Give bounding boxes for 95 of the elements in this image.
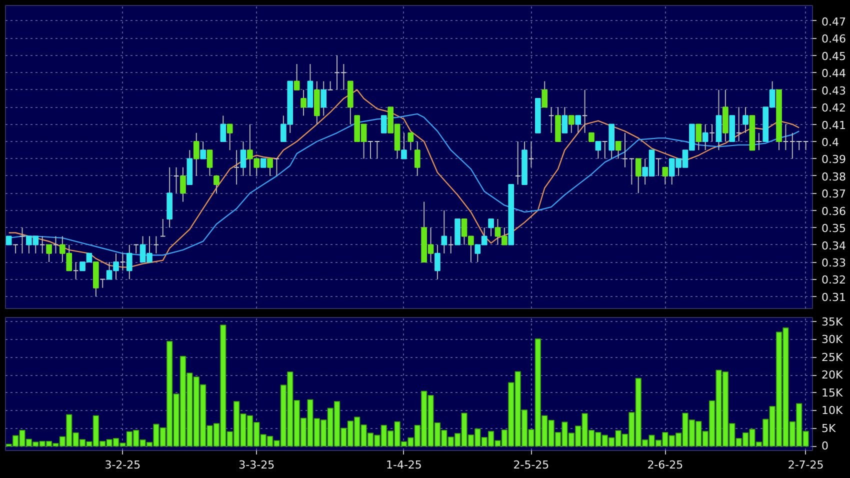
y-tick-label: 0 [822, 440, 828, 453]
y-tick-label: 30K [822, 333, 844, 346]
candlestick [615, 141, 622, 160]
y-tick-label: 0.45 [822, 50, 846, 63]
x-tick-label: 2-5-25 [513, 458, 550, 472]
candlestick [180, 166, 186, 202]
candlestick [294, 64, 300, 90]
candlestick [39, 236, 46, 254]
y-tick-label: 0.32 [822, 274, 846, 287]
x-tick-label: 1-4-25 [386, 458, 422, 472]
candlestick [656, 158, 662, 176]
candlestick [709, 124, 715, 142]
candlestick [514, 141, 521, 186]
candlestick [595, 141, 602, 160]
candlestick [742, 106, 748, 134]
candlestick [408, 132, 414, 151]
candlestick [133, 244, 140, 254]
candlestick [802, 141, 809, 151]
candlestick [441, 210, 448, 254]
candlestick [568, 115, 574, 134]
y-tick-label: 0.41 [822, 118, 846, 132]
y-tick-label: 0.36 [822, 204, 846, 218]
candlestick [100, 278, 106, 288]
candlestick [374, 141, 380, 160]
candlestick [193, 132, 200, 176]
candlestick [160, 218, 166, 237]
x-tick-label: 2-6-25 [647, 458, 684, 472]
candlestick [46, 244, 52, 263]
candlestick [153, 236, 160, 254]
x-tick-label: 3-3-25 [238, 458, 275, 472]
y-tick-label: 0.35 [822, 222, 846, 236]
candlestick [602, 141, 608, 160]
candlestick [542, 80, 548, 108]
candlestick [327, 80, 334, 90]
candlestick [12, 244, 18, 254]
candlestick [582, 89, 588, 134]
y-tick-label: 0.31 [822, 290, 846, 304]
candlestick [320, 80, 327, 116]
candlestick [562, 106, 568, 134]
candlestick [434, 244, 440, 280]
candlestick [380, 115, 387, 134]
candlestick [126, 244, 132, 280]
candlestick [736, 106, 742, 142]
candlestick [19, 227, 26, 254]
candlestick [173, 166, 180, 194]
y-tick-label: 0.47 [822, 15, 846, 28]
candlestick [662, 166, 668, 186]
y-tick-label: 5K [822, 422, 836, 435]
candlestick [548, 106, 554, 134]
candlestick [756, 132, 762, 151]
candlestick [448, 236, 454, 254]
candlestick [635, 158, 642, 194]
candlestick [240, 141, 246, 176]
y-tick-label: 35K [822, 315, 844, 328]
candlestick [267, 158, 273, 176]
candlestick [340, 64, 347, 90]
candlestick [72, 262, 79, 280]
y-tick-label: 0.34 [822, 239, 846, 252]
candlestick [368, 141, 374, 160]
candlestick [220, 115, 226, 142]
candlestick [214, 175, 220, 194]
candlestick [334, 54, 340, 90]
x-tick-label: 2-7-25 [788, 458, 824, 472]
y-tick-label: 0.4 [822, 136, 839, 150]
y-tick-label: 0.46 [822, 32, 846, 46]
candlestick [226, 124, 233, 151]
candlestick [628, 158, 635, 186]
y-tick-label: 0.38 [822, 170, 846, 184]
candlestick [414, 141, 420, 176]
y-tick-label: 20K [822, 368, 844, 382]
candlestick [575, 115, 582, 134]
candlestick [782, 124, 789, 151]
candlestick [488, 218, 494, 237]
y-tick-label: 0.39 [822, 153, 846, 166]
x-tick-label: 3-2-25 [104, 458, 141, 472]
candlestick [696, 124, 702, 151]
candlestick [206, 150, 213, 176]
y-tick-label: 15K [822, 386, 844, 400]
candlestick [702, 124, 708, 151]
candlestick [274, 158, 280, 176]
y-tick-label: 0.43 [822, 84, 846, 98]
y-tick-label: 0.37 [822, 188, 846, 201]
candlestick [622, 132, 628, 168]
candlestick [200, 141, 206, 160]
candlestick [52, 236, 59, 254]
y-tick-label: 0.44 [822, 67, 846, 80]
candlestick [401, 132, 407, 160]
y-tick-label: 0.42 [822, 102, 846, 115]
candlestick [300, 89, 306, 116]
y-tick-label: 0.33 [822, 256, 846, 270]
y-tick-label: 25K [822, 350, 844, 364]
candlestick [528, 141, 534, 168]
candlestick [234, 150, 240, 186]
candlestick [120, 252, 126, 272]
y-tick-label: 10K [822, 404, 844, 418]
